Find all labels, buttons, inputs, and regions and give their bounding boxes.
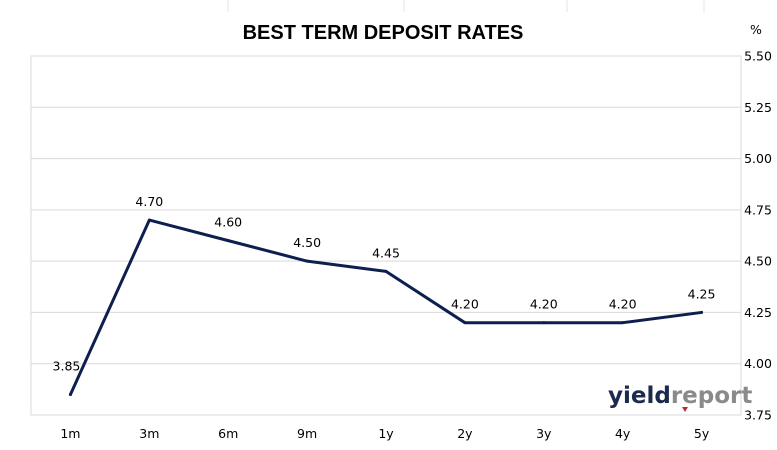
x-tick-label: 1m bbox=[60, 426, 80, 441]
data-label: 4.70 bbox=[135, 194, 163, 209]
logo-part-report: report bbox=[671, 383, 753, 409]
data-label: 4.20 bbox=[530, 297, 558, 312]
y-tick-label: 4.00 bbox=[744, 356, 772, 371]
data-labels: 3.85 4.70 4.60 4.50 4.45 4.20 4.20 4.20 4.25 bbox=[53, 194, 716, 373]
data-point bbox=[621, 321, 625, 325]
plot-area bbox=[30, 55, 742, 416]
data-label: 4.45 bbox=[372, 245, 400, 260]
top-strip bbox=[227, 0, 705, 12]
data-label: 4.50 bbox=[293, 235, 321, 250]
data-point bbox=[700, 310, 704, 314]
logo-arrow-icon bbox=[682, 407, 688, 412]
svg-text:yieldreport: yieldreport bbox=[608, 383, 752, 409]
data-label: 4.25 bbox=[688, 286, 716, 301]
x-tick-label: 2y bbox=[457, 426, 473, 441]
gridlines bbox=[31, 55, 741, 416]
y-tick-label: 4.50 bbox=[744, 254, 772, 269]
x-tick-label: 5y bbox=[694, 426, 710, 441]
x-tick-label: 6m bbox=[218, 426, 238, 441]
x-axis-ticks: 1m 3m 6m 9m 1y 2y 3y 4y 5y bbox=[60, 426, 709, 441]
x-tick-label: 3y bbox=[536, 426, 552, 441]
data-label: 4.60 bbox=[214, 215, 242, 230]
data-point bbox=[305, 259, 309, 263]
x-tick-label: 1y bbox=[378, 426, 394, 441]
series-group bbox=[68, 218, 704, 396]
y-axis-unit: % bbox=[750, 22, 762, 37]
data-label: 4.20 bbox=[609, 297, 637, 312]
data-point bbox=[226, 239, 230, 243]
y-tick-label: 5.00 bbox=[744, 151, 772, 166]
logo-part-yield: yield bbox=[608, 383, 671, 409]
y-tick-label: 4.75 bbox=[744, 202, 772, 217]
data-point bbox=[542, 321, 546, 325]
data-point bbox=[147, 218, 151, 222]
y-tick-label: 5.25 bbox=[744, 100, 772, 115]
chart-title: BEST TERM DEPOSIT RATES bbox=[243, 22, 524, 44]
x-tick-label: 4y bbox=[615, 426, 631, 441]
data-point bbox=[384, 269, 388, 273]
data-label: 3.85 bbox=[53, 358, 81, 373]
data-point bbox=[463, 321, 467, 325]
y-tick-label: 3.75 bbox=[744, 408, 772, 423]
yieldreport-logo: yieldreport bbox=[608, 383, 752, 412]
x-tick-label: 9m bbox=[297, 426, 317, 441]
x-tick-label: 3m bbox=[139, 426, 159, 441]
y-tick-label: 5.50 bbox=[744, 49, 772, 64]
data-label: 4.20 bbox=[451, 297, 479, 312]
y-tick-label: 4.25 bbox=[744, 305, 772, 320]
data-point bbox=[68, 392, 72, 396]
y-axis-ticks: 3.75 4.00 4.25 4.50 4.75 5.00 5.25 5.50 bbox=[744, 49, 772, 423]
